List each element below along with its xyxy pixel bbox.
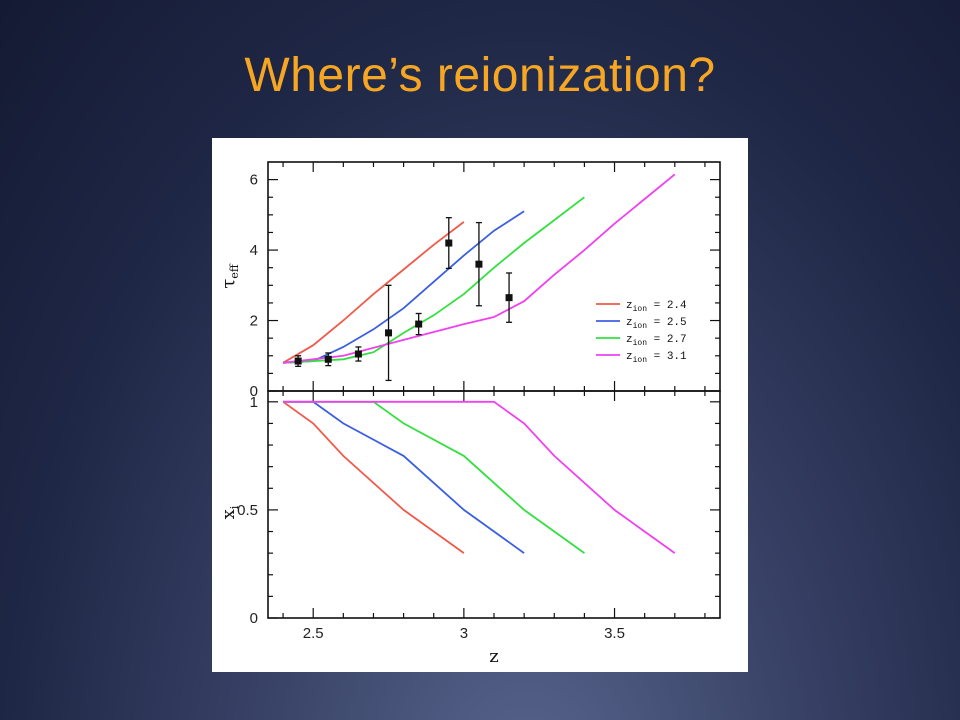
series-line-1 [283, 210, 525, 364]
slide-title: Where’s reionization? [244, 49, 716, 102]
series-line-2 [283, 196, 585, 364]
series-line-0 [282, 401, 465, 554]
observation-point [324, 355, 332, 363]
observation-point [385, 329, 393, 337]
y-tick-label: 0 [250, 610, 258, 627]
series-line-0 [282, 221, 465, 364]
x-tick-label: 3.5 [604, 625, 625, 642]
figure-panel: 0 2 4 6 τeff zion = 2.4 zion = 2.5 zion = 2.7 zi… [212, 138, 748, 672]
y-axis-label-tau: τeff [218, 263, 241, 288]
y-tick-label: 1 [250, 394, 258, 411]
legend-label-1: zion = 2.5 [626, 317, 687, 331]
legend-label-2: zion = 2.7 [626, 334, 687, 348]
observation-point [445, 239, 453, 247]
x-tick-label: 2.5 [303, 625, 324, 642]
y-axis-label-xi: xi [218, 505, 241, 519]
legend-label-0: zion = 2.4 [626, 300, 687, 314]
series-line-3 [282, 173, 676, 364]
observation-point [354, 350, 362, 358]
x-axis-label: z [489, 646, 498, 667]
ionized-fraction-panel: 0 0.5 1 2.5 3 3.5 z xi [218, 390, 721, 667]
series-line-3 [283, 400, 676, 554]
y-tick-label: 0.5 [237, 502, 258, 519]
y-tick-label: 4 [250, 242, 258, 259]
observation-point [475, 260, 483, 268]
y-tick-label: 0 [250, 383, 258, 400]
legend-label-3: zion = 3.1 [626, 351, 687, 365]
tau-eff-panel: 0 2 4 6 τeff zion = 2.4 zion = 2.5 zion = 2.7 zi… [218, 161, 721, 400]
observation-point [294, 357, 302, 365]
observation-point [415, 320, 423, 328]
observation-point [505, 294, 513, 302]
y-tick-label: 2 [250, 313, 258, 330]
x-tick-label: 3 [460, 625, 468, 642]
reionization-chart: 0 2 4 6 τeff zion = 2.4 zion = 2.5 zion = 2.7 zi… [218, 161, 721, 667]
y-tick-label: 6 [250, 172, 258, 189]
bottom-plot-frame [267, 390, 721, 619]
